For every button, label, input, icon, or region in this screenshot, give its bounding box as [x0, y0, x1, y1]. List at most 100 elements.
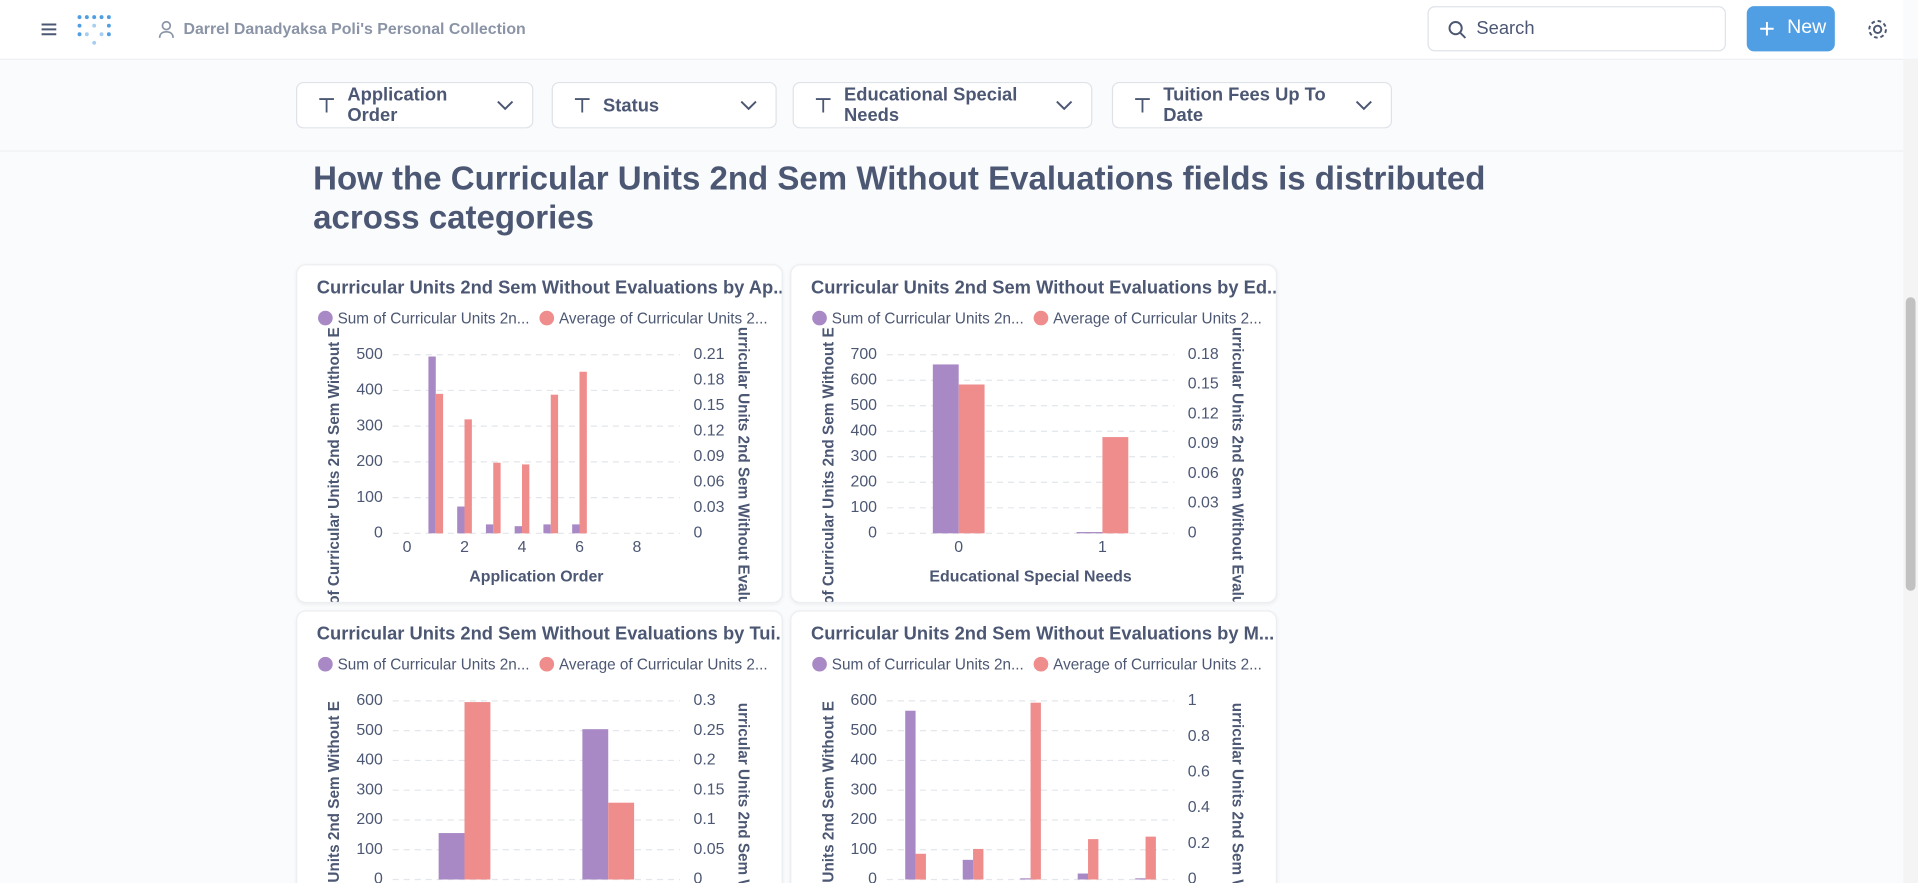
- divider: [0, 150, 1904, 152]
- y2-tick-label: 0.1: [694, 811, 716, 828]
- legend-label: Average of Curricular Units 2...: [1053, 310, 1262, 327]
- x-tick-label: 0: [954, 539, 963, 556]
- bar: [1020, 878, 1031, 880]
- legend-swatch: [1033, 656, 1049, 672]
- menu-icon[interactable]: [39, 20, 59, 40]
- y2-tick-label: 0.09: [1188, 435, 1219, 452]
- filter-label: Status: [603, 94, 660, 116]
- chart-card[interactable]: Curricular Units 2nd Sem Without Evaluat…: [790, 264, 1278, 604]
- y2-tick-label: 0: [1188, 871, 1197, 883]
- bar: [464, 419, 472, 534]
- y2-tick-label: 0.12: [1188, 405, 1219, 422]
- y-tick-label: 400: [851, 752, 878, 769]
- scroll-thumb[interactable]: [1905, 297, 1916, 591]
- bar: [1077, 873, 1089, 880]
- filter-widget[interactable]: Educational Special Needs: [792, 81, 1093, 129]
- legend-label: Average of Curricular Units 2...: [559, 310, 768, 327]
- y-tick-label: 400: [356, 382, 383, 399]
- chart-title: Curricular Units 2nd Sem Without Evaluat…: [317, 277, 782, 298]
- y-tick-label: 100: [851, 499, 878, 516]
- y2-tick-label: 0.21: [694, 346, 725, 363]
- y-axis-title: cular Units 2nd Sem Without E: [326, 701, 343, 883]
- y-axis-title: of Curricular Units 2nd Sem Without E: [820, 327, 837, 602]
- icon-path: [740, 100, 757, 111]
- y2-tick-label: 0.12: [694, 422, 725, 439]
- scrollbar[interactable]: [1903, 58, 1918, 883]
- settings-icon[interactable]: [1867, 18, 1889, 40]
- y2-axis-title: urricular Units 2nd Sem Witho: [1229, 703, 1246, 883]
- filter-widget[interactable]: Application Order: [296, 81, 534, 129]
- y2-tick-label: 0.15: [1188, 376, 1219, 393]
- bar: [464, 702, 491, 880]
- filter-label: Tuition Fees Up To Date: [1163, 84, 1326, 126]
- y-tick-label: 600: [851, 371, 878, 388]
- y2-tick-label: 0.25: [694, 722, 725, 739]
- filter-widget[interactable]: Status: [551, 81, 777, 129]
- y-tick-label: 600: [851, 692, 878, 709]
- y2-axis-title: urricular Units 2nd Sem Without Evalu: [1229, 327, 1246, 602]
- y2-tick-label: 0.6: [1188, 764, 1210, 781]
- chart-card[interactable]: Curricular Units 2nd Sem Without Evaluat…: [296, 264, 783, 604]
- icon-path: [1355, 100, 1372, 111]
- text-type-icon: [815, 98, 831, 113]
- icon-path: [497, 100, 514, 111]
- y2-tick-label: 0.4: [1188, 799, 1210, 816]
- y-tick-label: 500: [356, 346, 383, 363]
- y2-tick-label: 0.18: [1188, 346, 1219, 363]
- x-tick-label: 0: [403, 539, 412, 556]
- search-box[interactable]: Search: [1427, 6, 1726, 52]
- x-tick-label: 2: [460, 539, 469, 556]
- bar: [438, 833, 465, 880]
- y-tick-label: 700: [851, 346, 878, 363]
- legend-label: Sum of Curricular Units 2n...: [832, 310, 1024, 327]
- icon-path: [319, 98, 334, 113]
- legend-label: Average of Curricular Units 2...: [559, 656, 768, 673]
- chart-title: Curricular Units 2nd Sem Without Evaluat…: [317, 623, 782, 644]
- y2-tick-label: 0.3: [694, 692, 716, 709]
- chart-card[interactable]: Curricular Units 2nd Sem Without Evaluat…: [296, 610, 783, 883]
- bar: [1030, 702, 1041, 880]
- y-tick-label: 100: [356, 489, 383, 506]
- y2-axis-title: urricular Units 2nd Sem Witho: [734, 703, 751, 883]
- chevron-icon: [1056, 100, 1073, 111]
- y-tick-label: 200: [851, 473, 878, 490]
- breadcrumb[interactable]: Darrel Danadyaksa Poli's Personal Collec…: [183, 19, 526, 38]
- x-tick-label: 8: [633, 539, 642, 556]
- logo[interactable]: [76, 11, 113, 48]
- y-tick-label: 300: [851, 448, 878, 465]
- legend-label: Average of Curricular Units 2...: [1053, 656, 1262, 673]
- y-tick-label: 300: [356, 781, 383, 798]
- x-axis-title: Educational Special Needs: [929, 569, 1131, 586]
- y-axis-title: cular Units 2nd Sem Without E: [820, 701, 837, 883]
- bar: [514, 526, 523, 534]
- chart-card[interactable]: Curricular Units 2nd Sem Without Evaluat…: [790, 610, 1278, 883]
- new-label: New: [1787, 17, 1827, 38]
- legend-label: Sum of Curricular Units 2n...: [338, 656, 530, 673]
- legend-swatch: [812, 656, 827, 672]
- bar: [608, 802, 635, 880]
- x-axis-title: Application Order: [469, 569, 603, 586]
- search-placeholder: Search: [1476, 18, 1535, 40]
- y-tick-label: 500: [851, 397, 878, 414]
- bar: [973, 848, 984, 880]
- bar: [550, 394, 559, 534]
- bar: [962, 859, 974, 880]
- y-axis-title: of Curricular Units 2nd Sem Without E: [326, 327, 343, 602]
- y2-tick-label: 0.15: [694, 397, 725, 414]
- new-button[interactable]: New: [1746, 6, 1835, 52]
- filter-widget[interactable]: Tuition Fees Up To Date: [1111, 81, 1393, 129]
- chart-title: Curricular Units 2nd Sem Without Evaluat…: [811, 623, 1274, 644]
- y-tick-label: 200: [356, 811, 383, 828]
- x-tick-label: 4: [518, 539, 527, 556]
- y2-tick-label: 0.06: [694, 473, 725, 490]
- chart: Curricular Units 2nd Sem Without Evaluat…: [811, 277, 1276, 602]
- text-type-icon: [574, 98, 590, 113]
- y2-tick-label: 0.03: [694, 499, 725, 516]
- bar: [1102, 437, 1129, 534]
- y-tick-label: 500: [356, 722, 383, 739]
- chart: Curricular Units 2nd Sem Without Evaluat…: [811, 623, 1274, 883]
- y-tick-label: 400: [851, 422, 878, 439]
- icon-path: [1135, 98, 1150, 113]
- legend-swatch: [812, 310, 827, 326]
